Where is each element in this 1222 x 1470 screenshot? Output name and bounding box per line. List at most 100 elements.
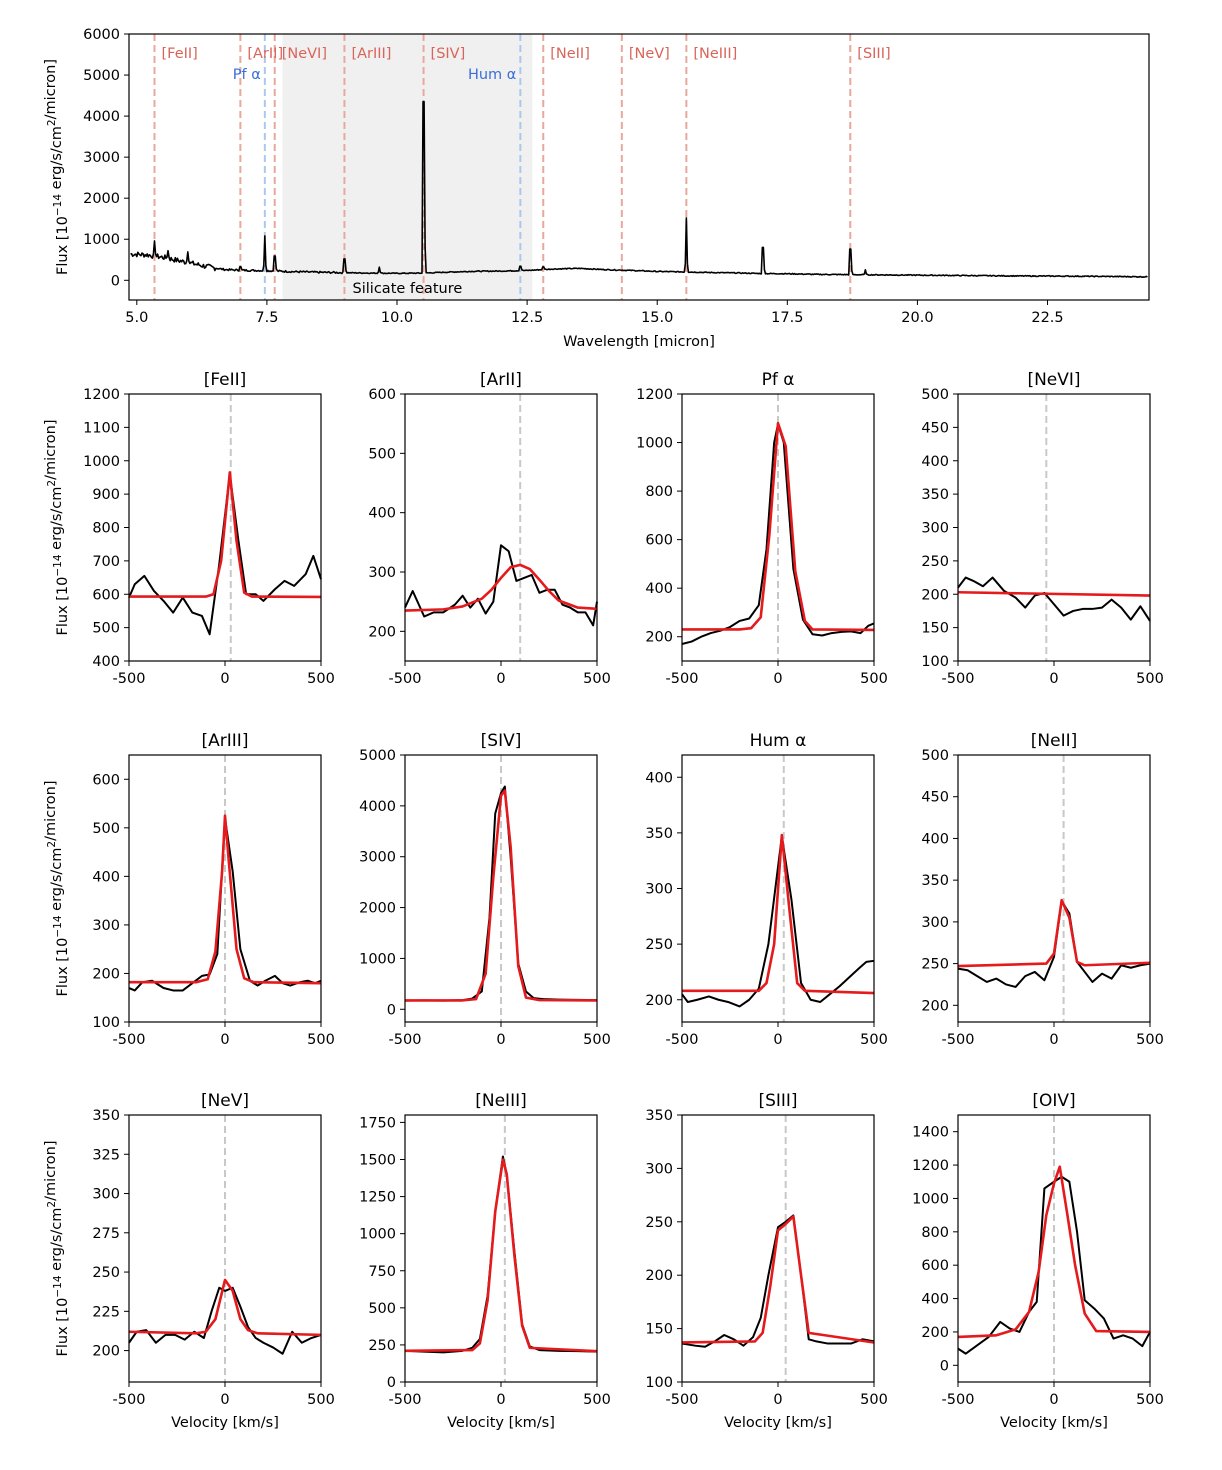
fit-line (404, 563, 598, 612)
x-tick-label: 0 (1049, 671, 1058, 687)
label-part: /micron] (43, 1141, 59, 1201)
label-part: Flux [10 (55, 938, 71, 997)
fit-line (681, 1215, 875, 1344)
y-tick-label: 600 (368, 387, 396, 403)
y-tick-label: 1000 (83, 232, 120, 248)
fit-line (129, 471, 322, 599)
x-tick-label: 500 (860, 1032, 888, 1048)
x-tick-label: 500 (583, 1392, 611, 1408)
x-tick-label: -500 (389, 671, 422, 687)
y-tick-label: 4000 (83, 109, 120, 125)
y-tick-label: 250 (645, 937, 673, 953)
zoom-panel: [NeII] -500 0 500 200 250 300 350 400 450 500 (921, 731, 1164, 1048)
x-axis-label: Wavelength [micron] (563, 334, 715, 350)
x-tick-label: 0 (496, 1032, 505, 1048)
label-part: erg/s/cm (49, 1208, 65, 1276)
x-tick-label: 22.5 (1031, 310, 1063, 326)
zoom-panel: [ArIII] -500 0 500 100 200 300 400 500 600 Flux [1… (43, 731, 335, 1048)
x-tick-label: 0 (1049, 1392, 1058, 1408)
x-tick-label: 0 (220, 1032, 229, 1048)
y-tick-label: 600 (92, 587, 120, 603)
line-label: [ArII] (247, 46, 283, 62)
y-tick-label: 450 (921, 420, 949, 436)
y-tick-label: 500 (921, 387, 949, 403)
data-line (128, 1286, 322, 1355)
y-tick-label: 500 (921, 748, 949, 764)
line-label: [NeII] (550, 46, 590, 62)
x-tick-label: 500 (1136, 1032, 1164, 1048)
y-tick-label: 150 (645, 1322, 673, 1338)
y-tick-label: 800 (921, 1225, 949, 1241)
y-tick-label: 300 (645, 882, 673, 898)
y-tick-label: 4000 (359, 799, 396, 815)
y-tick-label: 3000 (83, 150, 120, 166)
y-tick-label: 0 (940, 1358, 949, 1374)
y-tick-label: 400 (368, 506, 396, 522)
label-part: /micron] (43, 420, 59, 480)
x-tick-label: 20.0 (901, 310, 933, 326)
panel-title: [NeIII] (475, 1091, 526, 1111)
y-tick-label: 1200 (912, 1158, 949, 1174)
fit-line (957, 1165, 1151, 1339)
label-part: /micron] (43, 59, 59, 119)
overview-panel: [FeII] [ArII] Pf α [NeVI] [ArIII] [SIV]Hum α [… (43, 27, 1150, 350)
panel-title: [SIV] (481, 731, 522, 751)
x-axis-label: Velocity [km/s] (447, 1415, 555, 1431)
overview-frame (128, 33, 1150, 301)
y-tick-label: 400 (921, 1292, 949, 1308)
y-tick-label: 350 (645, 1108, 673, 1124)
x-tick-label: 0 (220, 671, 229, 687)
y-axis-label: Flux [10−14 erg/s/cm2/micron] (43, 420, 71, 636)
x-axis-label: Velocity [km/s] (724, 1415, 832, 1431)
x-tick-label: 0 (220, 1392, 229, 1408)
superscript: 2 (46, 480, 58, 487)
y-tick-label: 300 (921, 521, 949, 537)
line-label: [SIV] (431, 46, 466, 62)
y-tick-label: 300 (92, 918, 120, 934)
x-tick-label: -500 (942, 1032, 975, 1048)
y-tick-label: 500 (368, 446, 396, 462)
y-tick-label: 300 (921, 915, 949, 931)
y-tick-label: 200 (921, 587, 949, 603)
fit-line (957, 898, 1151, 968)
label-part: erg/s/cm (49, 487, 65, 555)
y-tick-label: 5000 (359, 748, 396, 764)
panel-title: [NeVI] (1027, 370, 1080, 390)
y-tick-label: 200 (921, 1325, 949, 1341)
fit-line (405, 789, 598, 1002)
y-tick-label: 350 (921, 487, 949, 503)
panel-title: [ArII] (480, 370, 522, 390)
label-part: Flux [10 (55, 216, 71, 275)
y-tick-label: 350 (92, 1108, 120, 1124)
y-axis-label: Flux [10−14 erg/s/cm2/micron] (43, 781, 71, 997)
y-tick-label: 400 (921, 831, 949, 847)
y-tick-label: 0 (111, 273, 120, 289)
y-tick-label: 500 (368, 1301, 396, 1317)
fit-line (129, 814, 322, 985)
y-tick-label: 600 (645, 533, 673, 549)
x-tick-label: 500 (583, 671, 611, 687)
data-line (128, 817, 322, 992)
superscript: 2 (46, 119, 58, 126)
y-tick-label: 1200 (636, 387, 673, 403)
y-tick-label: 3000 (359, 850, 396, 866)
y-tick-label: 325 (92, 1147, 120, 1163)
y-tick-label: 1000 (912, 1191, 949, 1207)
x-tick-label: -500 (389, 1032, 422, 1048)
y-tick-label: 400 (92, 869, 120, 885)
superscript: −14 (52, 1275, 64, 1297)
zoom-panel: Hum α -500 0 500 200 250 300 350 400 (645, 731, 888, 1048)
y-tick-label: 6000 (83, 27, 120, 43)
y-tick-label: 100 (645, 1375, 673, 1391)
label-part: erg/s/cm (49, 126, 65, 194)
label-part: Flux [10 (55, 1298, 71, 1357)
x-tick-label: 0 (773, 1392, 782, 1408)
x-tick-label: -500 (942, 671, 975, 687)
data-line (957, 1175, 1151, 1355)
zoom-panel: [NeIII]-500 0 5000250500750100012501500175… (359, 1091, 611, 1431)
x-tick-label: 12.5 (511, 310, 543, 326)
y-tick-label: 350 (645, 826, 673, 842)
y-tick-label: 200 (92, 1344, 120, 1360)
y-tick-label: 350 (921, 873, 949, 889)
